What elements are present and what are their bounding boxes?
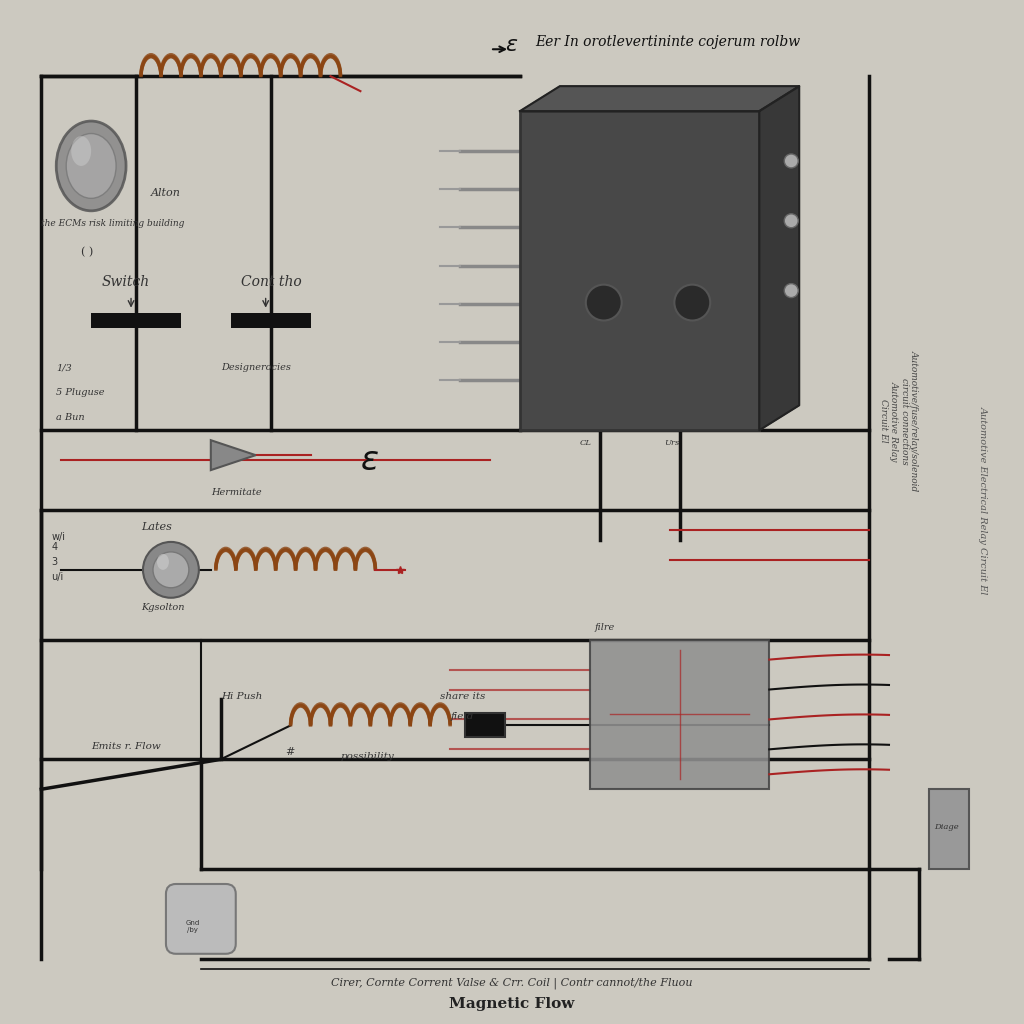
Text: Lates: Lates [141, 522, 172, 531]
Text: the ECMs risk limiting building: the ECMs risk limiting building [41, 219, 184, 227]
Ellipse shape [157, 554, 169, 569]
Ellipse shape [72, 136, 91, 166]
Text: u/i: u/i [51, 571, 63, 582]
FancyBboxPatch shape [166, 884, 236, 953]
Text: ( ): ( ) [81, 248, 93, 258]
Text: Cont tho: Cont tho [241, 274, 301, 289]
Text: Eer In orotlevertininte cojerum rolbw: Eer In orotlevertininte cojerum rolbw [535, 35, 800, 49]
Polygon shape [211, 440, 256, 470]
Polygon shape [760, 86, 799, 430]
Circle shape [784, 154, 799, 168]
Text: CL: CL [580, 439, 592, 447]
Text: $\epsilon$: $\epsilon$ [360, 445, 379, 477]
Text: possibility: possibility [340, 753, 394, 761]
Text: 5 Pluguse: 5 Pluguse [56, 388, 104, 397]
Ellipse shape [56, 121, 126, 211]
Text: 3: 3 [51, 557, 57, 567]
Text: Urs: Urs [665, 439, 680, 447]
Bar [465, 714, 505, 737]
Bar [520, 111, 760, 430]
Text: share its: share its [440, 692, 485, 701]
Bar [590, 640, 769, 790]
Circle shape [153, 552, 188, 588]
Text: 1/3: 1/3 [56, 364, 72, 373]
Text: Magnetic Flow: Magnetic Flow [450, 996, 574, 1011]
Bar [929, 790, 969, 869]
Bar [91, 312, 181, 329]
Text: Kgsolton: Kgsolton [141, 603, 184, 611]
Text: #: # [286, 748, 295, 758]
Text: 4: 4 [51, 542, 57, 552]
Ellipse shape [67, 133, 116, 199]
Text: Switch: Switch [101, 274, 150, 289]
Text: Cirer, Cornte Corrent Valse & Crr. Coil | Contr cannot/the Fluou: Cirer, Cornte Corrent Valse & Crr. Coil … [331, 978, 693, 989]
Circle shape [586, 285, 622, 321]
Text: Hi Push: Hi Push [221, 692, 262, 701]
Text: Automotive Electrical Relay Circuit El: Automotive Electrical Relay Circuit El [979, 406, 988, 594]
Text: Gnd
/by: Gnd /by [185, 921, 200, 933]
Circle shape [784, 214, 799, 227]
Text: Diage: Diage [934, 823, 958, 831]
Text: Hermitate: Hermitate [211, 488, 261, 497]
Polygon shape [520, 86, 799, 111]
Text: filre: filre [595, 623, 615, 632]
Text: Designerocies: Designerocies [221, 364, 291, 373]
Text: a Bun: a Bun [56, 414, 85, 422]
Circle shape [784, 284, 799, 298]
Circle shape [143, 542, 199, 598]
Text: w/i: w/i [51, 531, 66, 542]
Circle shape [675, 285, 711, 321]
Text: Emits r. Flow: Emits r. Flow [91, 742, 161, 752]
Bar [230, 312, 310, 329]
Text: Alton: Alton [151, 187, 181, 198]
Text: Automotive/fuse/relay/solenoid
circuit connections
Automotive Relay
Circuit El: Automotive/fuse/relay/solenoid circuit c… [879, 350, 920, 492]
Text: $\epsilon$: $\epsilon$ [505, 34, 518, 56]
Text: field: field [451, 713, 473, 722]
